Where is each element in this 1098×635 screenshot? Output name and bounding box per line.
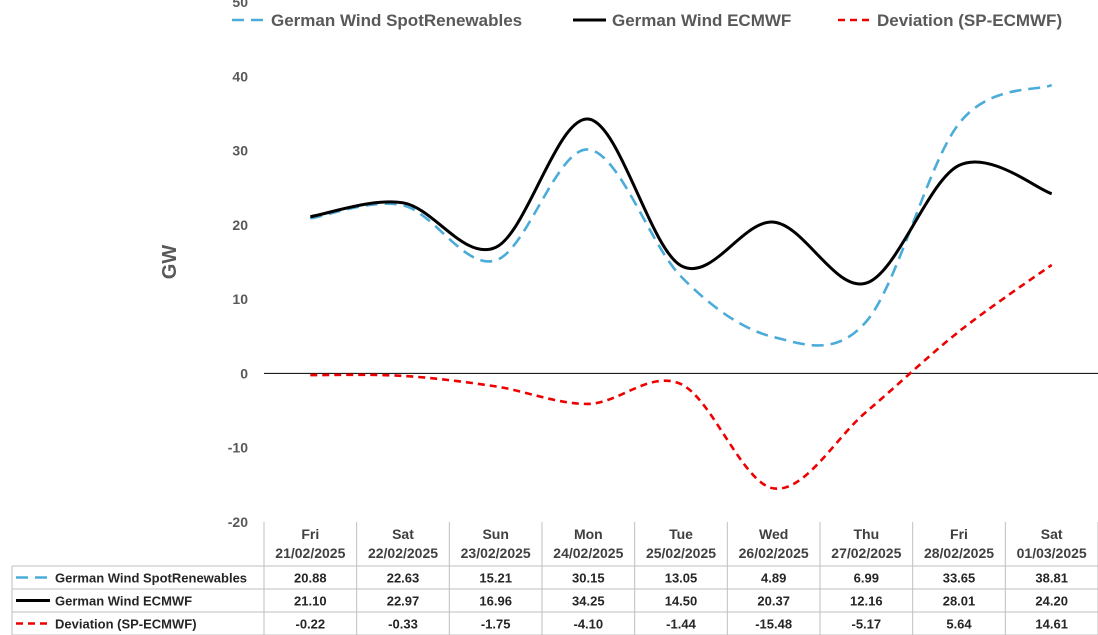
- table-cell-value: 6.99: [854, 571, 879, 586]
- table-cell-value: 15.21: [479, 571, 512, 586]
- series-line-german-wind-spotrenewables: [310, 83, 1053, 347]
- table-row-label: German Wind ECMWF: [55, 594, 192, 609]
- table-row-label: Deviation (SP-ECMWF): [55, 617, 197, 632]
- y-tick-label: -20: [228, 514, 248, 530]
- x-tick-day: Tue: [669, 526, 693, 542]
- table-cell-value: 24.20: [1035, 594, 1068, 609]
- x-tick-date: 27/02/2025: [831, 545, 901, 561]
- x-tick-date: 22/02/2025: [368, 545, 438, 561]
- table-cell-value: 33.65: [943, 571, 976, 586]
- x-tick-date: 25/02/2025: [646, 545, 716, 561]
- x-tick-day: Fri: [301, 526, 319, 542]
- y-tick-label: 10: [232, 291, 248, 307]
- x-tick-date: 21/02/2025: [275, 545, 345, 561]
- table-cell-value: 20.37: [757, 594, 790, 609]
- table-cell-value: 5.64: [946, 617, 972, 632]
- y-tick-label: 40: [232, 68, 248, 84]
- table-cell-value: 14.50: [665, 594, 698, 609]
- legend-label-deviation-sp-ecmwf: Deviation (SP-ECMWF): [877, 11, 1062, 30]
- x-tick-day: Mon: [574, 526, 603, 542]
- y-tick-label: 0: [240, 365, 248, 381]
- y-tick-label: 30: [232, 143, 248, 159]
- table-cell-value: 28.01: [943, 594, 976, 609]
- y-tick-label: -10: [228, 440, 248, 456]
- table-cell-value: 13.05: [665, 571, 698, 586]
- table-cell-value: 38.81: [1035, 571, 1068, 586]
- x-tick-day: Sat: [392, 526, 414, 542]
- table-cell-value: -0.33: [388, 617, 418, 632]
- legend-label-german-wind-spotrenewables: German Wind SpotRenewables: [271, 11, 522, 30]
- table-cell-value: -1.44: [666, 617, 696, 632]
- series-line-german-wind-ecmwf: [310, 117, 1053, 286]
- y-tick-label: 50: [232, 0, 248, 10]
- table-cell-value: 4.89: [761, 571, 786, 586]
- x-tick-day: Sat: [1041, 526, 1063, 542]
- x-tick-day: Sun: [482, 526, 508, 542]
- table-cell-value: -5.17: [852, 617, 882, 632]
- x-tick-date: 26/02/2025: [739, 545, 809, 561]
- table-cell-value: 16.96: [479, 594, 512, 609]
- x-tick-day: Thu: [854, 526, 880, 542]
- table-cell-value: 34.25: [572, 594, 605, 609]
- table-cell-value: -0.22: [296, 617, 326, 632]
- table-cell-value: 21.10: [294, 594, 327, 609]
- y-axis-label: GW: [159, 245, 181, 280]
- table-cell-value: 22.97: [387, 594, 420, 609]
- table-row-label: German Wind SpotRenewables: [55, 571, 247, 586]
- table-cell-value: 20.88: [294, 571, 327, 586]
- y-tick-label: 20: [232, 217, 248, 233]
- x-tick-date: 24/02/2025: [553, 545, 623, 561]
- legend-label-german-wind-ecmwf: German Wind ECMWF: [612, 11, 791, 30]
- table-cell-value: 14.61: [1035, 617, 1068, 632]
- table-cell-value: -15.48: [755, 617, 792, 632]
- table-cell-value: -4.10: [574, 617, 604, 632]
- x-tick-date: 01/03/2025: [1017, 545, 1087, 561]
- table-cell-value: 22.63: [387, 571, 420, 586]
- table-cell-value: 12.16: [850, 594, 883, 609]
- x-tick-day: Fri: [950, 526, 968, 542]
- series-line-deviation-sp-ecmwf: [310, 263, 1053, 490]
- x-tick-day: Wed: [759, 526, 788, 542]
- x-tick-date: 23/02/2025: [461, 545, 531, 561]
- x-tick-date: 28/02/2025: [924, 545, 994, 561]
- table-cell-value: 30.15: [572, 571, 605, 586]
- table-cell-value: -1.75: [481, 617, 511, 632]
